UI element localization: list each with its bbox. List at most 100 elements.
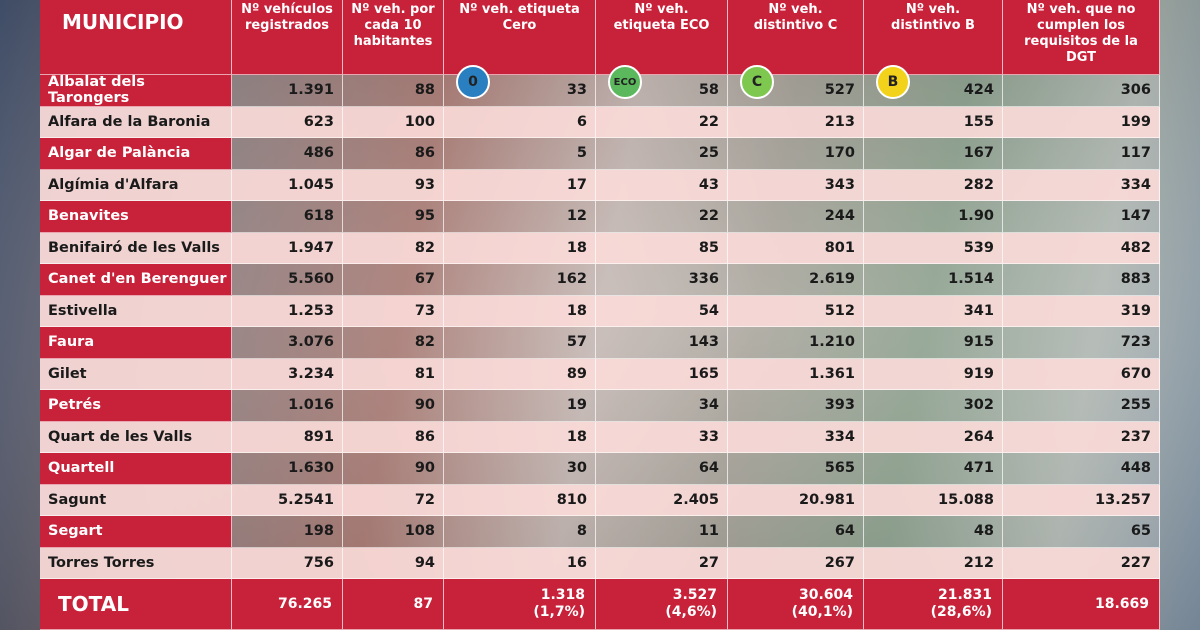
value-cell: 1.391	[232, 75, 343, 107]
municipality-cell: Algímia d'Alfara	[40, 169, 232, 201]
value: 424	[963, 82, 994, 99]
value: 67	[414, 271, 435, 288]
value: 25	[698, 145, 719, 162]
value-cell: 64	[728, 516, 864, 548]
value: 213	[824, 113, 855, 130]
value: 85	[698, 239, 719, 256]
value-cell: 34	[596, 390, 728, 422]
value-cell: 12	[444, 201, 596, 233]
header-cell: Nº vehículos registrados	[232, 0, 343, 75]
total-text: 1.318	[540, 587, 585, 603]
value: 64	[698, 460, 719, 477]
total-cell: 18.669	[1003, 579, 1160, 630]
value-cell: 147	[1003, 201, 1160, 233]
value: 341	[963, 302, 994, 319]
value: 18	[566, 302, 587, 319]
value-cell: 90	[343, 453, 444, 485]
value: 1.514	[948, 271, 994, 288]
value: 1.391	[288, 82, 334, 99]
value: 54	[698, 302, 719, 319]
value: 565	[824, 460, 855, 477]
value: 198	[303, 523, 334, 540]
value-cell: 94	[343, 547, 444, 579]
value-cell: 1.253	[232, 295, 343, 327]
value-cell: 343	[728, 169, 864, 201]
header-cell: Nº veh. que no cumplen los requisitos de…	[1003, 0, 1160, 75]
value-cell: 801	[728, 232, 864, 264]
label-badge: 0	[456, 65, 490, 99]
municipality: Quart de les Valls	[48, 428, 193, 445]
value-cell: 17	[444, 169, 596, 201]
value-cell: 565	[728, 453, 864, 485]
value-cell: 2.619	[728, 264, 864, 296]
municipality: Benavites	[48, 208, 129, 225]
value: 100	[404, 113, 435, 130]
value: 1.630	[288, 460, 334, 477]
value: 1.90	[958, 208, 994, 225]
value: 3.076	[288, 334, 334, 351]
value: 319	[1120, 302, 1151, 319]
value: 1.210	[809, 334, 855, 351]
value: 170	[824, 145, 855, 162]
value-cell: 1.90	[864, 201, 1003, 233]
header-text: Nº veh. que no cumplen los requisitos de…	[1024, 2, 1138, 65]
value-cell: 1.045	[232, 169, 343, 201]
value-cell: 5.560	[232, 264, 343, 296]
value: 147	[1120, 208, 1151, 225]
value-cell: 237	[1003, 421, 1160, 453]
value: 482	[1120, 239, 1151, 256]
value: 12	[566, 208, 587, 225]
value-cell: 810	[444, 484, 596, 516]
value-cell: 212	[864, 547, 1003, 579]
value: 919	[963, 365, 994, 382]
value-cell: 448	[1003, 453, 1160, 485]
value: 58	[698, 82, 719, 99]
value-cell: 486	[232, 138, 343, 170]
value: 64	[834, 523, 855, 540]
value: 33	[566, 82, 587, 99]
value: 16	[566, 554, 587, 571]
value: 212	[963, 554, 994, 571]
value-cell: 86	[343, 421, 444, 453]
value-cell: 64	[596, 453, 728, 485]
value: 623	[303, 113, 334, 130]
value-cell: 90	[343, 390, 444, 422]
header-cell: Nº veh. por cada 10 habitantes	[343, 0, 444, 75]
value-cell: 165	[596, 358, 728, 390]
value-cell: 22	[596, 201, 728, 233]
municipality-cell: Petrés	[40, 390, 232, 422]
value-cell: 19	[444, 390, 596, 422]
total-text: 30.604	[798, 587, 853, 603]
value: 334	[824, 428, 855, 445]
value: 1.253	[288, 302, 334, 319]
value-cell: 18	[444, 421, 596, 453]
value-cell: 25	[596, 138, 728, 170]
value-cell: 89	[444, 358, 596, 390]
value-cell: 670	[1003, 358, 1160, 390]
value: 512	[824, 302, 855, 319]
municipality: Algímia d'Alfara	[48, 176, 179, 193]
municipality-cell: Algar de Palància	[40, 138, 232, 170]
municipality-cell: Benavites	[40, 201, 232, 233]
value-cell: 108	[343, 516, 444, 548]
municipality: Albalat dels Tarongers	[48, 74, 145, 107]
value-cell: 1.210	[728, 327, 864, 359]
value: 88	[414, 82, 435, 99]
value-cell: 82	[343, 232, 444, 264]
value: 471	[963, 460, 994, 477]
value-cell: 65	[1003, 516, 1160, 548]
value-cell: 48	[864, 516, 1003, 548]
value: 165	[688, 365, 719, 382]
value: 81	[414, 365, 435, 382]
value-cell: 199	[1003, 106, 1160, 138]
value: 486	[303, 145, 334, 162]
header-text: Nº veh. distintivo C	[753, 2, 838, 33]
value: 244	[824, 208, 855, 225]
value-cell: 67	[343, 264, 444, 296]
value-cell: 5.2541	[232, 484, 343, 516]
value-cell: 81	[343, 358, 444, 390]
value-cell: 100	[343, 106, 444, 138]
label-badge: C	[740, 65, 774, 99]
value: 670	[1120, 365, 1151, 382]
